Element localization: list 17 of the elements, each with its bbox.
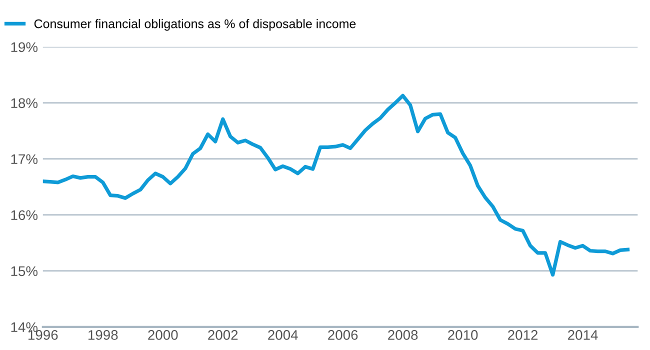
x-tick-label: 2008 [388,330,418,340]
x-tick-label: 2000 [148,330,178,340]
x-tick-label: 1996 [28,330,58,340]
y-tick-label: 19% [11,42,38,52]
x-tick-label: 2012 [508,330,538,340]
legend-label: Consumer financial obligations as % of disposable income [34,19,356,31]
x-tick-label: 2006 [328,330,358,340]
y-tick-label: 17% [11,154,38,164]
line-series [42,94,630,277]
x-tick-label: 2010 [448,330,478,340]
x-tick-label: 2014 [568,330,598,340]
x-tick-label: 2004 [268,330,298,340]
y-tick-label: 16% [11,210,38,220]
x-tick-label: 1998 [88,330,118,340]
x-tick-label: 2002 [208,330,238,340]
y-tick-label: 18% [11,98,38,108]
y-tick-label: 15% [11,266,38,276]
